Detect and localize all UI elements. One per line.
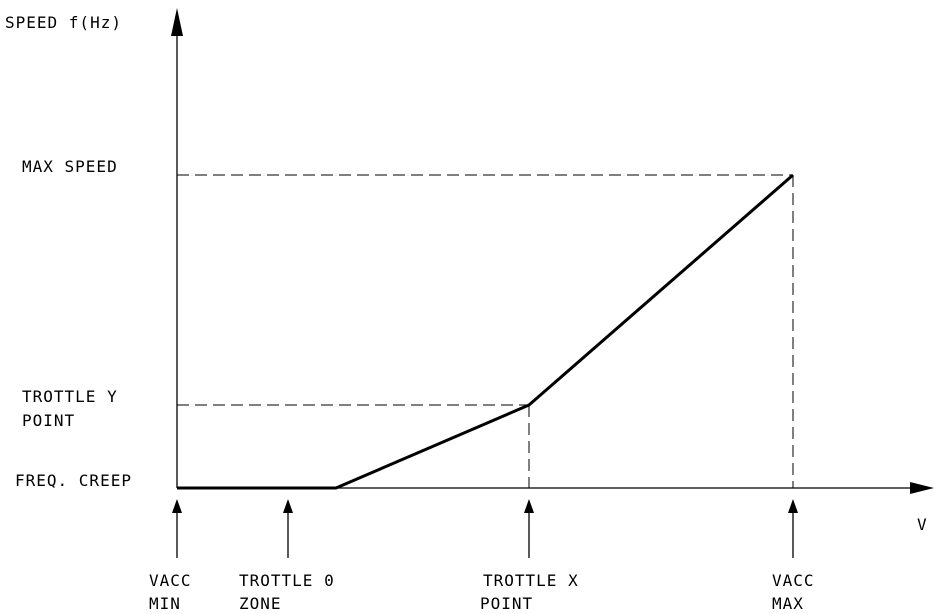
trottle-0-arrow xyxy=(283,499,293,558)
vacc-max-label-line1: VACC xyxy=(772,571,815,590)
y-axis-label: SPEED f(Hz) xyxy=(5,13,122,32)
trottle-x-arrow xyxy=(524,499,534,558)
vacc-min-label-line1: VACC xyxy=(149,571,192,590)
x-axis-arrow-icon xyxy=(910,482,934,494)
trottle-x-label-line1: TROTTLE X xyxy=(483,571,579,590)
trottle-y-label-line2: POINT xyxy=(22,411,75,430)
vacc-min-arrow-icon xyxy=(172,499,182,513)
trottle-x-arrow-icon xyxy=(524,499,534,513)
max-speed-label: MAX SPEED xyxy=(22,157,118,176)
trottle-0-label-line1: TROTTLE 0 xyxy=(239,571,335,590)
x-axis-label: V xyxy=(917,515,928,534)
y-axis-arrow-icon xyxy=(171,8,183,36)
freq-creep-label: FREQ. CREEP xyxy=(15,471,132,490)
vacc-max-arrow xyxy=(788,499,798,558)
trottle-0-arrow-icon xyxy=(283,499,293,513)
vacc-max-arrow-icon xyxy=(788,499,798,513)
vacc-min-arrow xyxy=(172,499,182,558)
vacc-min-label-line2: MIN xyxy=(149,594,181,613)
vacc-max-label-line2: MAX xyxy=(772,594,804,613)
trottle-y-label-line1: TROTTLE Y xyxy=(22,387,118,406)
speed-curve xyxy=(177,173,794,490)
trottle-x-label-line2: POINT xyxy=(480,594,533,613)
trottle-0-label-line2: ZONE xyxy=(239,594,282,613)
